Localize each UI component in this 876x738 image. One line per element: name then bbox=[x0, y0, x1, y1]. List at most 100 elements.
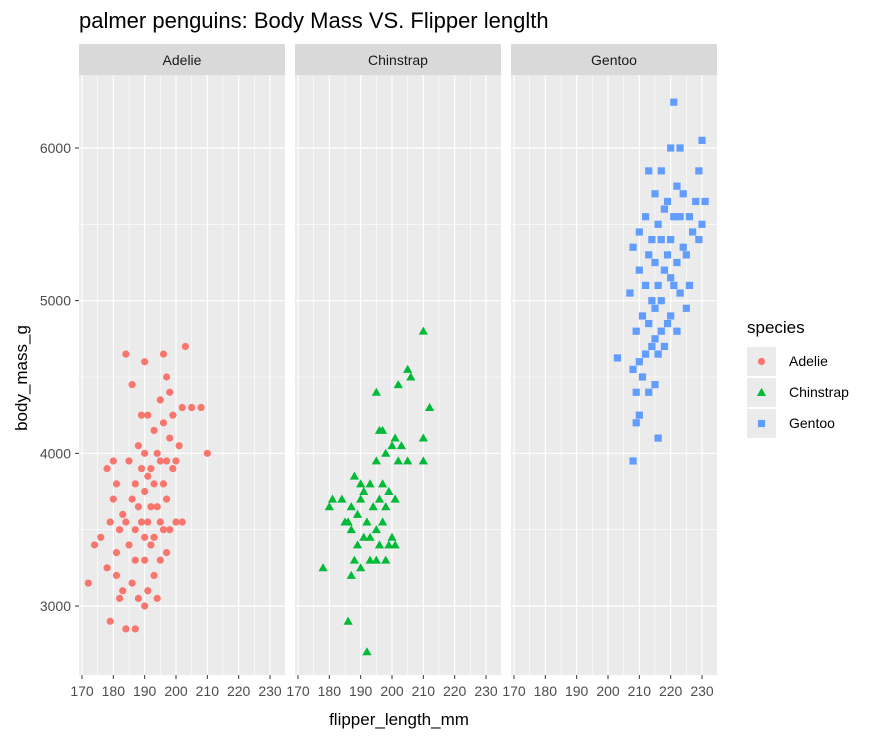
x-tick-label: 190 bbox=[133, 683, 157, 699]
data-point bbox=[116, 526, 124, 534]
data-point bbox=[134, 442, 142, 450]
legend-key-symbol bbox=[757, 357, 766, 366]
data-point bbox=[698, 220, 706, 228]
data-point bbox=[119, 510, 127, 518]
data-point bbox=[657, 327, 665, 335]
data-point bbox=[163, 548, 171, 557]
data-point bbox=[387, 532, 397, 541]
data-point bbox=[629, 243, 637, 251]
data-point bbox=[346, 570, 356, 579]
data-point bbox=[343, 517, 353, 526]
legend-label: Adelie bbox=[789, 353, 828, 369]
data-point bbox=[128, 495, 136, 503]
data-point bbox=[349, 555, 359, 564]
data-point bbox=[406, 372, 416, 381]
data-point bbox=[390, 494, 400, 503]
facet-strip-label: Adelie bbox=[163, 52, 202, 68]
data-point bbox=[390, 540, 400, 549]
data-point bbox=[613, 354, 621, 362]
data-point bbox=[362, 647, 372, 656]
x-tick-label: 180 bbox=[102, 683, 126, 699]
data-point bbox=[134, 503, 142, 511]
data-point bbox=[632, 388, 640, 396]
data-point bbox=[147, 503, 155, 511]
data-point bbox=[648, 297, 656, 305]
data-point bbox=[654, 281, 662, 289]
facet-panel-gentoo: Gentoo 170 180 190 200 210 220 230 bbox=[502, 44, 717, 699]
data-point bbox=[371, 456, 381, 465]
data-point bbox=[396, 441, 406, 450]
data-point bbox=[153, 503, 161, 511]
data-point bbox=[112, 548, 121, 557]
data-point bbox=[651, 304, 659, 312]
data-point bbox=[378, 425, 388, 434]
data-point bbox=[679, 190, 687, 198]
data-point bbox=[163, 457, 171, 465]
data-point bbox=[374, 494, 385, 503]
data-point bbox=[128, 381, 136, 389]
data-point bbox=[362, 517, 372, 526]
data-point bbox=[159, 419, 168, 427]
data-point bbox=[356, 479, 366, 488]
y-tick-label: 4000 bbox=[40, 445, 71, 461]
data-point bbox=[153, 594, 161, 602]
data-point bbox=[682, 251, 690, 259]
x-tick-label: 230 bbox=[474, 683, 498, 699]
data-point bbox=[137, 411, 146, 419]
data-point bbox=[689, 228, 697, 236]
data-point bbox=[352, 540, 363, 549]
data-point bbox=[356, 494, 366, 503]
data-point bbox=[356, 563, 366, 572]
data-point bbox=[359, 486, 369, 495]
data-point bbox=[673, 258, 681, 267]
data-point bbox=[346, 525, 356, 534]
data-point bbox=[144, 518, 152, 526]
x-tick-label: 170 bbox=[286, 683, 310, 699]
data-point bbox=[178, 518, 186, 526]
data-point bbox=[147, 541, 155, 549]
data-point bbox=[150, 533, 158, 541]
data-point bbox=[657, 167, 665, 175]
data-point bbox=[153, 449, 161, 457]
data-point bbox=[128, 579, 136, 587]
data-point bbox=[682, 304, 690, 312]
data-point bbox=[188, 403, 196, 412]
data-point bbox=[629, 365, 637, 373]
data-point bbox=[384, 540, 394, 549]
data-point bbox=[403, 364, 413, 373]
series-gentoo-points bbox=[613, 98, 709, 465]
facet-strip-label: Chinstrap bbox=[368, 52, 428, 68]
data-point bbox=[642, 350, 650, 358]
data-point bbox=[685, 213, 694, 221]
data-point bbox=[141, 533, 149, 541]
data-point bbox=[156, 457, 164, 465]
data-point bbox=[384, 486, 394, 495]
data-point bbox=[131, 556, 139, 564]
x-tick-label: 200 bbox=[164, 683, 188, 699]
data-point bbox=[106, 518, 114, 526]
facet-strip bbox=[79, 44, 285, 75]
data-point bbox=[371, 555, 381, 564]
data-point bbox=[645, 319, 653, 328]
data-point bbox=[638, 312, 647, 320]
data-point bbox=[112, 571, 121, 580]
legend-item-adelie: Adelie bbox=[747, 347, 828, 376]
data-point bbox=[632, 419, 640, 427]
data-point bbox=[660, 205, 668, 213]
data-point bbox=[172, 457, 180, 465]
x-tick-label: 180 bbox=[318, 683, 342, 699]
data-point bbox=[679, 243, 687, 251]
legend-key-symbol bbox=[756, 387, 767, 396]
facet-panel-chinstrap: Chinstrap 170 180 190 200 210 220 230 bbox=[286, 44, 501, 699]
data-point bbox=[122, 350, 130, 358]
data-point bbox=[141, 487, 149, 496]
x-tick-label: 210 bbox=[628, 683, 652, 699]
data-point bbox=[648, 236, 656, 244]
x-tick-label: 170 bbox=[502, 683, 526, 699]
facet-strip bbox=[511, 44, 717, 75]
data-point bbox=[156, 556, 164, 564]
data-point bbox=[203, 449, 211, 457]
data-point bbox=[663, 197, 672, 206]
data-point bbox=[175, 442, 183, 450]
